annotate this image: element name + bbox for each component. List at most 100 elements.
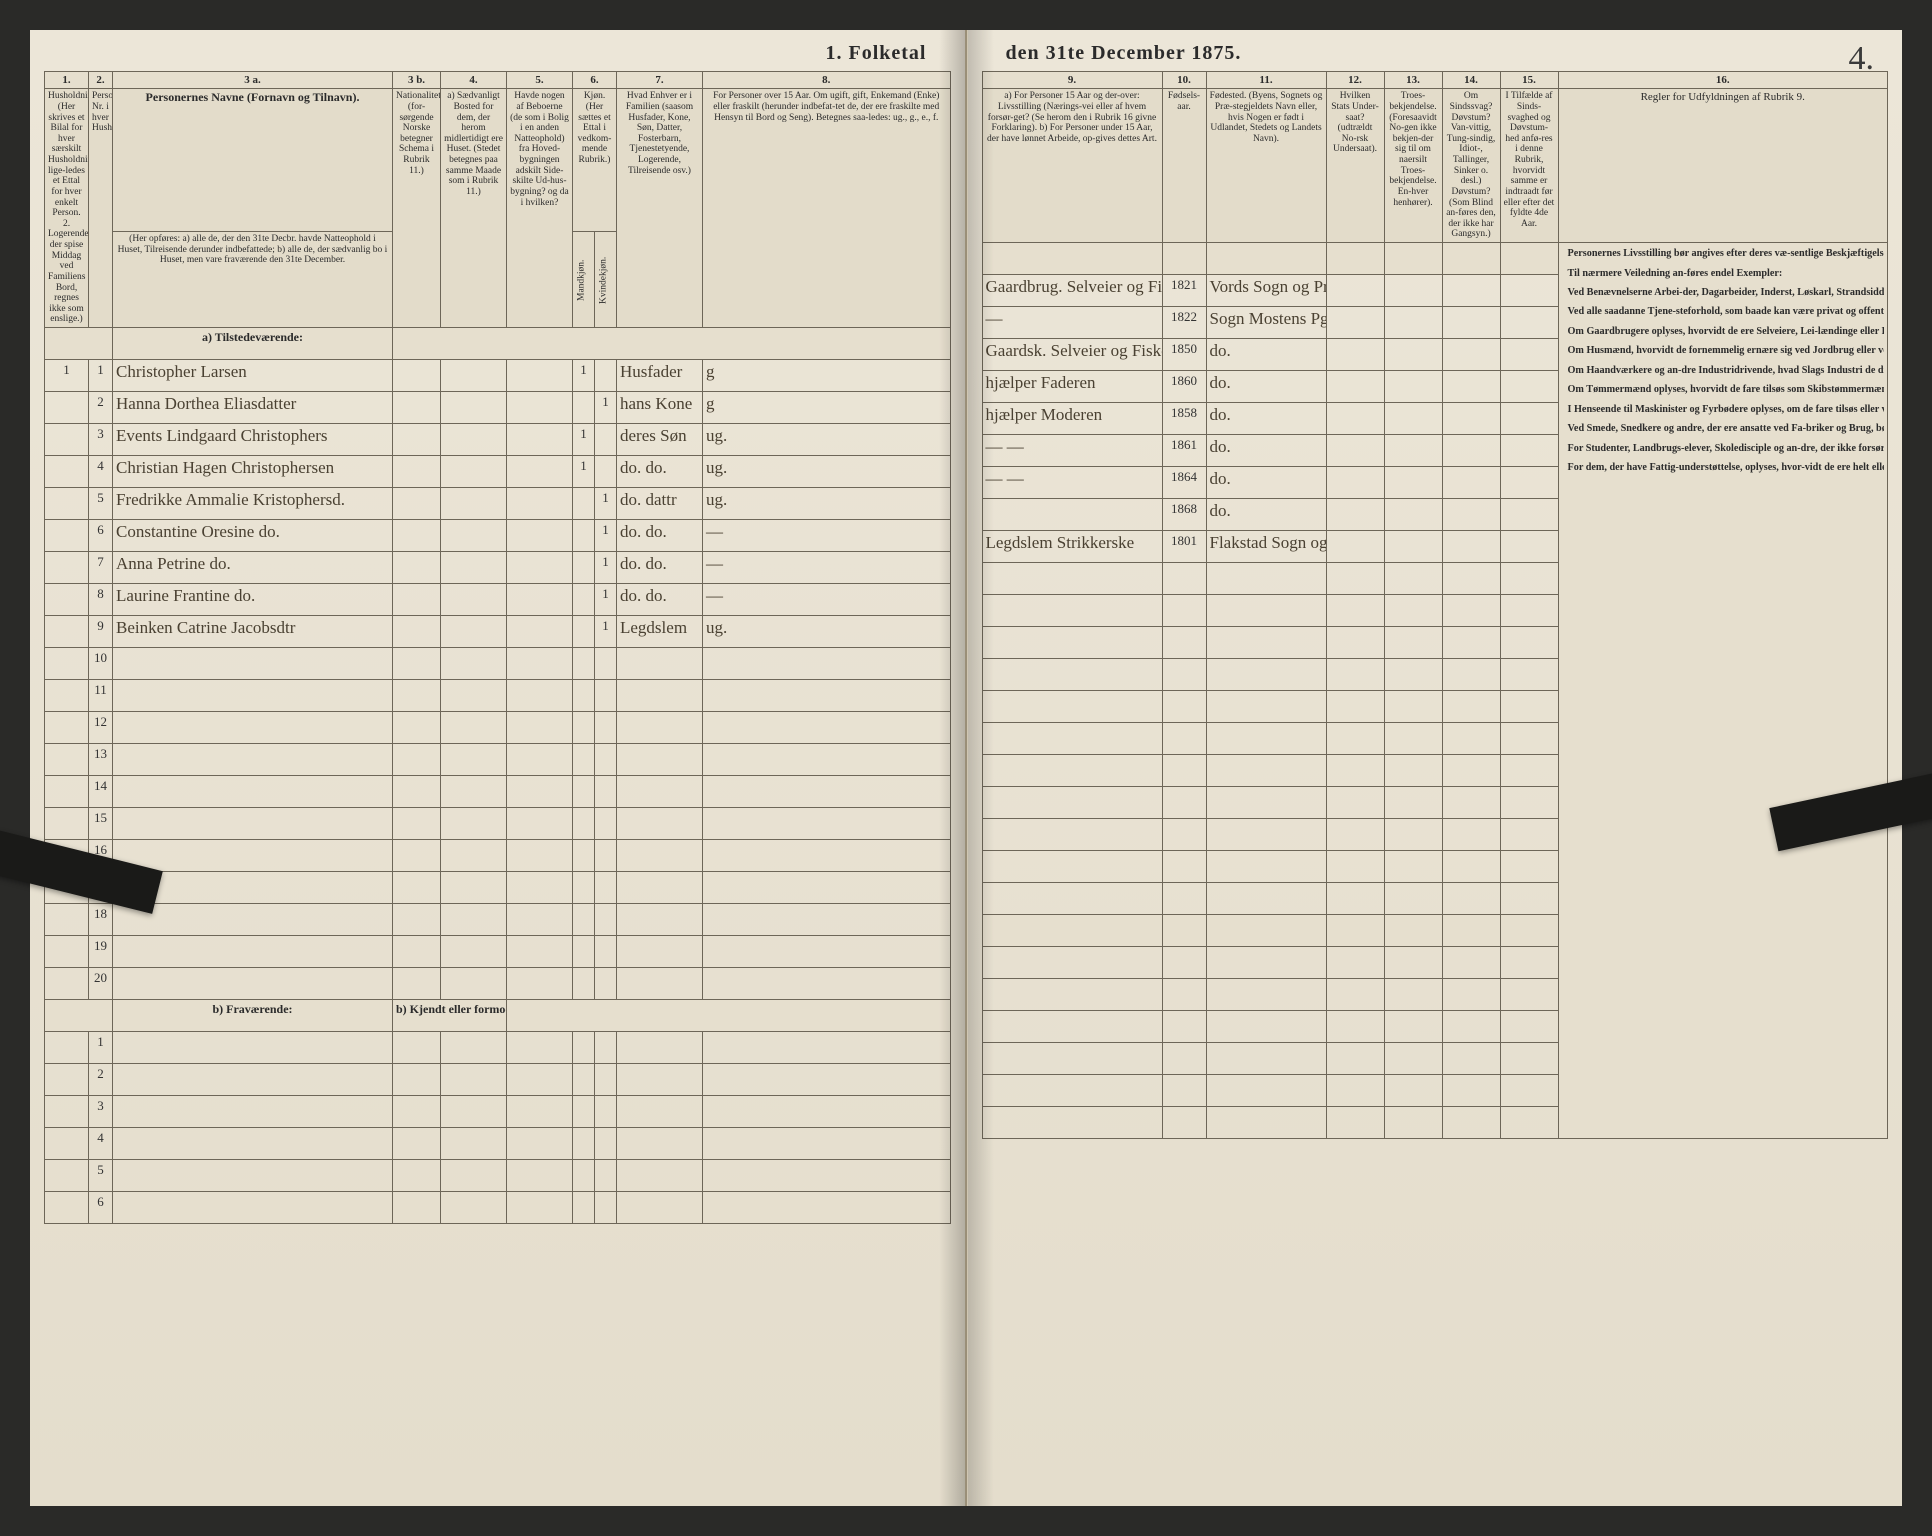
- cell: [441, 968, 507, 1000]
- cell: [441, 1160, 507, 1192]
- cell: [507, 808, 573, 840]
- cell: [1500, 1075, 1558, 1107]
- rules-paragraph: Ved alle saadanne Tjene-steforhold, som …: [1568, 305, 1879, 318]
- cell: [595, 936, 617, 968]
- cell: [573, 840, 595, 872]
- table-row: 6Constantine Oresine do.1do. do.—: [45, 520, 951, 552]
- table-row: 12: [45, 712, 951, 744]
- cell: [441, 1032, 507, 1064]
- cell: [1442, 1011, 1500, 1043]
- cell: [1384, 723, 1442, 755]
- cell: [393, 360, 441, 392]
- cell: Laurine Frantine do.: [113, 584, 393, 616]
- cell: 1861: [1162, 435, 1206, 467]
- cell: [1206, 691, 1326, 723]
- cell: [113, 1160, 393, 1192]
- cell: [507, 584, 573, 616]
- cell: [1206, 851, 1326, 883]
- cell: [1442, 851, 1500, 883]
- cell: [982, 1075, 1162, 1107]
- cell: [393, 424, 441, 456]
- cell: [982, 787, 1162, 819]
- cell: [1500, 659, 1558, 691]
- cell: [507, 872, 573, 904]
- cell: [1442, 563, 1500, 595]
- cell: 2: [89, 392, 113, 424]
- cell: [1384, 883, 1442, 915]
- cell: [703, 712, 951, 744]
- cell: [393, 776, 441, 808]
- cell: [1162, 691, 1206, 723]
- cell: [1500, 435, 1558, 467]
- cell: Constantine Oresine do.: [113, 520, 393, 552]
- cell: [617, 904, 703, 936]
- cell: Gaardbrug. Selveier og Fisker ved Havet: [982, 275, 1162, 307]
- cell: [703, 936, 951, 968]
- cell: [507, 616, 573, 648]
- page-title-left: 1. Folketal: [44, 42, 951, 65]
- cell: [1326, 339, 1384, 371]
- cell: [441, 872, 507, 904]
- cell: [1384, 691, 1442, 723]
- cell: 20: [89, 968, 113, 1000]
- cell: 1822: [1162, 307, 1206, 339]
- table-row: 3Events Lindgaard Christophers1deres Søn…: [45, 424, 951, 456]
- table-row: 20: [45, 968, 951, 1000]
- cell: ug.: [703, 456, 951, 488]
- cell: [441, 744, 507, 776]
- cell: [595, 904, 617, 936]
- cell: [393, 616, 441, 648]
- hdr-14: Om Sindssvag? Døvstum? Van-vittig, Tung-…: [1442, 89, 1500, 243]
- cell: Legdslem Strikkerske: [982, 531, 1162, 563]
- coln-14: 14.: [1442, 72, 1500, 89]
- cell: [1442, 1043, 1500, 1075]
- cell: [595, 360, 617, 392]
- cell: do. dattr: [617, 488, 703, 520]
- cell: [1442, 1107, 1500, 1139]
- cell: 6: [89, 520, 113, 552]
- cell: [982, 659, 1162, 691]
- hdr-6k: Kvindekjøn.: [595, 232, 617, 328]
- cell: [441, 776, 507, 808]
- cell: [982, 979, 1162, 1011]
- cell: [1206, 1107, 1326, 1139]
- cell: [595, 744, 617, 776]
- hdr-8: For Personer over 15 Aar. Om ugift, gift…: [703, 89, 951, 328]
- cell: [113, 1192, 393, 1224]
- cell: 11: [89, 680, 113, 712]
- census-table-right: 9. 10. 11. 12. 13. 14. 15. 16. a) For Pe…: [982, 71, 1889, 1139]
- cell: [1442, 627, 1500, 659]
- cell: [1500, 979, 1558, 1011]
- cell: [1384, 339, 1442, 371]
- cell: — —: [982, 467, 1162, 499]
- cell: [441, 840, 507, 872]
- cell: [617, 1032, 703, 1064]
- cell: [595, 968, 617, 1000]
- cell: [1500, 723, 1558, 755]
- cell: [45, 680, 89, 712]
- cell: [1500, 563, 1558, 595]
- cell: [45, 616, 89, 648]
- cell: [1162, 627, 1206, 659]
- cell: [703, 744, 951, 776]
- table-row: 16: [45, 840, 951, 872]
- cell: [1384, 659, 1442, 691]
- cell: [1162, 851, 1206, 883]
- rules-paragraph: For dem, der have Fattig-understøttelse,…: [1568, 461, 1879, 474]
- cell: [595, 1096, 617, 1128]
- cell: 18: [89, 904, 113, 936]
- cell: [1442, 275, 1500, 307]
- hdr-12: Hvilken Stats Under-saat? (udtrældt No-r…: [1326, 89, 1384, 243]
- cell: [1500, 851, 1558, 883]
- cell: 1864: [1162, 467, 1206, 499]
- cell: Christian Hagen Christophersen: [113, 456, 393, 488]
- hdr-13: Troes-bekjendelse. (Foresaavidt No-gen i…: [1384, 89, 1442, 243]
- table-row: 2Hanna Dorthea Eliasdatter1hans Koneg: [45, 392, 951, 424]
- cell: [1326, 819, 1384, 851]
- cell: [573, 808, 595, 840]
- coln-9: 9.: [982, 72, 1162, 89]
- cell: [1384, 787, 1442, 819]
- cell: [573, 1128, 595, 1160]
- cell: [1384, 627, 1442, 659]
- cell: [703, 1064, 951, 1096]
